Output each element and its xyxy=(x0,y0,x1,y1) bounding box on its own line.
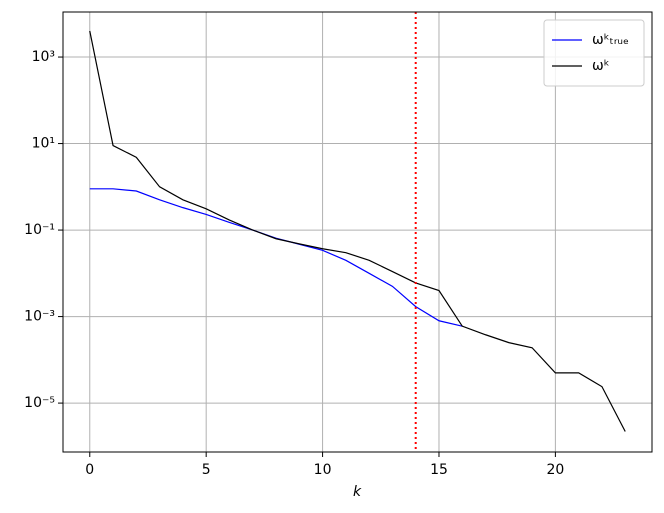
legend-label: ωᵏₜᵣᵤₑ xyxy=(592,32,629,48)
x-axis-label: k xyxy=(353,484,362,500)
y-tick-label: 10³ xyxy=(32,49,55,65)
x-tick-label: 15 xyxy=(430,462,448,478)
plot-frame xyxy=(62,11,653,453)
y-tick-label: 10¹ xyxy=(32,136,55,152)
series-line xyxy=(89,30,626,432)
x-tick-label: 20 xyxy=(546,462,564,478)
legend-box xyxy=(543,19,645,87)
y-tick-label: 10⁻¹ xyxy=(24,222,55,238)
x-tick-label: 5 xyxy=(202,462,211,478)
y-tick-label: 10⁻³ xyxy=(24,309,55,325)
y-tick-label: 10⁻⁵ xyxy=(24,395,55,411)
series-line xyxy=(89,188,463,327)
legend-label: ωᵏ xyxy=(592,58,610,74)
x-tick-label: 10 xyxy=(314,462,332,478)
x-tick-label: 0 xyxy=(85,462,94,478)
